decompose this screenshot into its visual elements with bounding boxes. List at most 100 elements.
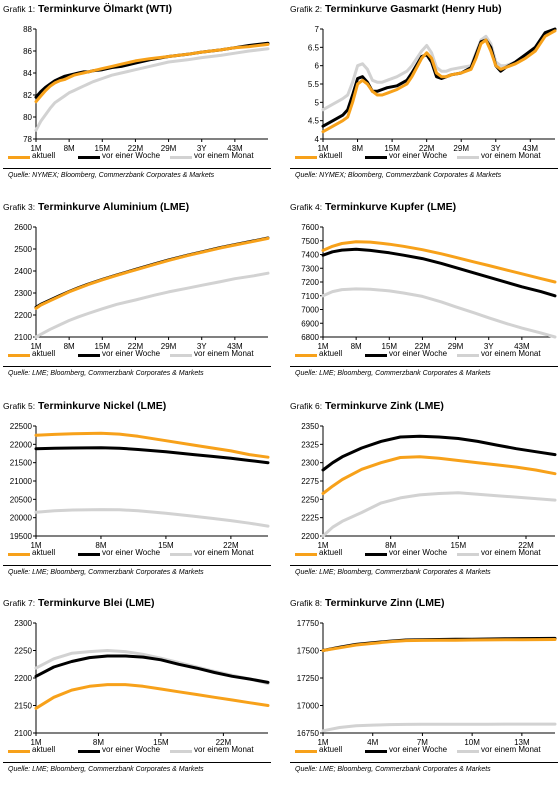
x-tick-label: 29M	[453, 144, 469, 153]
legend-swatch	[295, 156, 317, 159]
y-tick-label: 4.5	[308, 117, 320, 126]
legend-label: vor einem Monat	[194, 548, 254, 557]
y-tick-label: 7100	[301, 292, 319, 301]
x-tick-label: 15M	[158, 541, 174, 550]
chart-title-text: Terminkurve Aluminium (LME)	[38, 201, 190, 213]
legend-swatch	[295, 354, 317, 357]
chart-title: Grafik 7: Terminkurve Blei (LME)	[3, 597, 155, 609]
series-line-vor-einer-woche	[34, 41, 270, 99]
y-tick-label: 7	[315, 25, 320, 34]
chart-plot: 16750 17000 17250 17500 17750 1M 4M 7M 10M 13M	[297, 619, 557, 747]
x-tick-label: 1M	[317, 144, 328, 153]
chart-number: Grafik 4:	[290, 202, 323, 212]
y-tick-label: 2300	[301, 459, 319, 468]
chart-title: Grafik 3: Terminkurve Aluminium (LME)	[3, 201, 189, 213]
y-tick-label: 20500	[10, 495, 33, 504]
chart-title: Grafik 8: Terminkurve Zinn (LME)	[290, 597, 444, 609]
legend-swatch	[78, 750, 100, 753]
y-tick-label: 21500	[10, 459, 33, 468]
x-tick-label: 15M	[451, 541, 467, 550]
legend-label: vor einer Woche	[389, 745, 448, 754]
separator-line	[290, 762, 558, 763]
chart-number: Grafik 6:	[290, 401, 323, 411]
y-tick-label: 2200	[14, 311, 32, 320]
legend-label: aktuell	[32, 349, 56, 358]
legend-label: vor einer Woche	[102, 151, 161, 160]
y-tick-label: 7200	[301, 278, 319, 287]
x-tick-label: 15M	[382, 342, 398, 351]
separator-line	[3, 366, 271, 367]
y-tick-label: 82	[23, 91, 32, 100]
chart-plot: 2100 2150 2200 2250 2300 1M 8M 15M 22M	[14, 619, 270, 747]
series-line-vor-einem-monat	[34, 508, 270, 528]
y-tick-label: 2100	[14, 333, 32, 342]
y-tick-label: 17500	[297, 647, 320, 656]
series-line-vor-einem-monat	[321, 29, 557, 112]
chart-panel-2: Grafik 2: Terminkurve Gasmarkt (Henry Hu…	[290, 0, 558, 195]
chart-title-text: Terminkurve Kupfer (LME)	[325, 201, 457, 213]
x-tick-label: 15M	[153, 738, 169, 747]
legend-label: vor einem Monat	[481, 745, 541, 754]
legend-swatch	[457, 750, 479, 753]
x-tick-label: 1M	[30, 144, 41, 153]
x-tick-label: 22M	[223, 541, 239, 550]
x-tick-label: 15M	[95, 342, 111, 351]
y-tick-label: 17750	[297, 619, 320, 628]
legend-swatch	[8, 354, 30, 357]
chart-plot: 78 80 82 84 86 88 1M 8M 15M 22M 29M 3Y 43M	[23, 25, 270, 153]
chart-number: Grafik 8:	[290, 598, 323, 608]
series-line-aktuell	[321, 455, 557, 495]
source-note: Quelle: LME; Bloomberg, Commerzbank Corp…	[8, 370, 204, 377]
series-line-vor-einem-monat	[34, 649, 270, 685]
y-tick-label: 2300	[14, 289, 32, 298]
legend-label: vor einem Monat	[481, 349, 541, 358]
y-tick-label: 2275	[301, 477, 319, 486]
separator-line	[290, 565, 558, 566]
chart-title-text: Terminkurve Blei (LME)	[38, 597, 155, 609]
x-tick-label: 43M	[523, 144, 539, 153]
y-tick-label: 7600	[301, 223, 319, 232]
y-tick-label: 22000	[10, 440, 33, 449]
series-line-aktuell	[321, 29, 557, 134]
legend: aktuell vor einer Woche vor einem Monat	[8, 151, 270, 164]
legend-label: vor einer Woche	[102, 349, 161, 358]
chart-panel-6: Grafik 6: Terminkurve Zink (LME) 2200 2225…	[290, 397, 558, 592]
y-tick-label: 78	[23, 135, 32, 144]
legend: aktuell vor einer Woche vor einem Monat	[8, 745, 270, 758]
y-tick-label: 7300	[301, 264, 319, 273]
series-line-aktuell	[321, 240, 557, 284]
separator-line	[290, 168, 558, 169]
chart-title-text: Terminkurve Nickel (LME)	[38, 400, 167, 412]
x-tick-label: 43M	[227, 144, 243, 153]
y-tick-label: 2250	[301, 495, 319, 504]
y-tick-label: 86	[23, 47, 32, 56]
x-tick-label: 3Y	[197, 342, 207, 351]
series-line-aktuell	[34, 431, 270, 459]
legend-swatch	[365, 354, 387, 357]
legend-swatch	[78, 156, 100, 159]
x-tick-label: 43M	[227, 342, 243, 351]
chart-title: Grafik 6: Terminkurve Zink (LME)	[290, 400, 444, 412]
x-tick-label: 1M	[30, 541, 41, 550]
y-tick-label: 2150	[14, 702, 32, 711]
chart-title-text: Terminkurve Ölmarkt (WTI)	[38, 3, 173, 15]
y-tick-label: 22500	[10, 422, 33, 431]
x-tick-label: 43M	[514, 342, 530, 351]
y-tick-label: 80	[23, 113, 32, 122]
legend-swatch	[78, 553, 100, 556]
legend-label: vor einer Woche	[102, 745, 161, 754]
chart-number: Grafik 7:	[3, 598, 36, 608]
legend-swatch	[365, 750, 387, 753]
y-tick-label: 5	[315, 98, 320, 107]
x-tick-label: 1M	[317, 541, 328, 550]
y-tick-label: 2225	[301, 514, 319, 523]
y-tick-label: 2400	[14, 267, 32, 276]
x-tick-label: 8M	[351, 342, 362, 351]
y-tick-label: 2250	[14, 647, 32, 656]
legend-label: vor einem Monat	[194, 151, 254, 160]
legend-swatch	[8, 156, 30, 159]
source-note: Quelle: LME; Bloomberg, Commerzbank Corp…	[295, 569, 491, 576]
chart-title-text: Terminkurve Zinn (LME)	[325, 597, 445, 609]
legend-label: vor einem Monat	[194, 745, 254, 754]
series-line-vor-einer-woche	[321, 434, 557, 472]
